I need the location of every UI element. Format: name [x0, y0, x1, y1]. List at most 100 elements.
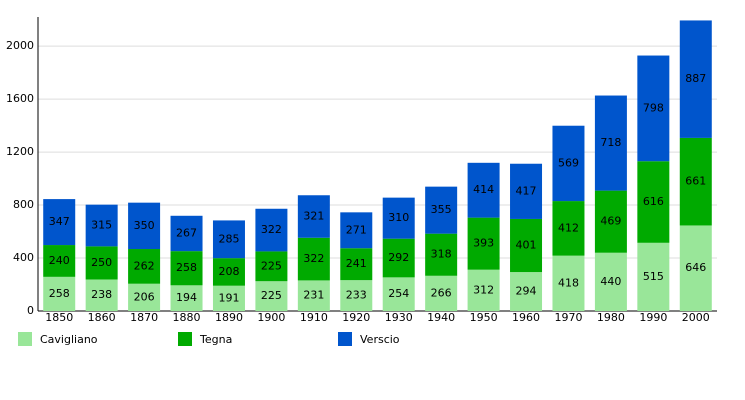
- value-label: 321: [303, 210, 324, 223]
- bar-segment: [297, 280, 330, 311]
- value-label: 887: [685, 72, 706, 85]
- bar-segment: [552, 125, 585, 202]
- value-label: 206: [134, 290, 155, 303]
- bar-segment: [594, 190, 627, 253]
- legend-label: Verscio: [360, 333, 400, 346]
- bar-segment: [552, 255, 585, 311]
- y-tick-label: 800: [13, 198, 34, 211]
- bar-segment: [510, 163, 543, 219]
- value-label: 310: [388, 211, 409, 224]
- bar-segment: [340, 280, 373, 311]
- x-tick-label: 1910: [300, 311, 328, 324]
- bar-segment: [85, 279, 118, 311]
- y-tick-label: 1600: [6, 92, 34, 105]
- bar-segment: [425, 186, 458, 234]
- value-label: 412: [558, 221, 579, 234]
- x-tick-label: 1970: [554, 311, 582, 324]
- bar-segment: [212, 258, 245, 286]
- value-label: 250: [91, 256, 112, 269]
- value-label: 350: [134, 219, 155, 232]
- bar-segment: [679, 20, 712, 138]
- value-label: 191: [218, 291, 239, 304]
- x-tick-label: 1960: [512, 311, 540, 324]
- value-label: 661: [685, 175, 706, 188]
- value-label: 616: [643, 195, 664, 208]
- bar-segment: [637, 242, 670, 311]
- bar-segment: [128, 249, 161, 284]
- value-label: 254: [388, 287, 409, 300]
- x-tick-label: 1950: [470, 311, 498, 324]
- x-tick-label: 1900: [257, 311, 285, 324]
- value-label: 401: [516, 239, 537, 252]
- bar-segment: [255, 251, 288, 282]
- value-label: 312: [473, 283, 494, 296]
- value-label: 258: [49, 287, 70, 300]
- value-label: 318: [431, 248, 452, 261]
- bar-segment: [43, 276, 76, 311]
- legend-label: Cavigliano: [40, 333, 98, 346]
- y-tick-label: 1200: [6, 145, 34, 158]
- legend-label: Tegna: [199, 333, 232, 346]
- value-label: 271: [346, 223, 367, 236]
- x-tick-label: 1890: [215, 311, 243, 324]
- x-tick-label: 1930: [385, 311, 413, 324]
- bar-segment: [297, 237, 330, 281]
- legend-swatch: [18, 332, 32, 346]
- x-tick-label: 2000: [682, 311, 710, 324]
- bar-segment: [85, 204, 118, 247]
- bar-segment: [510, 218, 543, 273]
- value-label: 418: [558, 276, 579, 289]
- bar-segment: [340, 248, 373, 281]
- bar-segment: [212, 285, 245, 311]
- bar-segment: [170, 215, 203, 252]
- bar-segment: [425, 275, 458, 311]
- bar-segment: [510, 272, 543, 311]
- value-label: 238: [91, 288, 112, 301]
- value-label: 569: [558, 156, 579, 169]
- value-label: 315: [91, 219, 112, 232]
- bar-segment: [255, 281, 288, 311]
- value-label: 258: [176, 261, 197, 274]
- value-label: 515: [643, 270, 664, 283]
- bar-segment: [594, 95, 627, 191]
- value-label: 231: [303, 289, 324, 302]
- bar-segment: [170, 251, 203, 286]
- bar-segment: [637, 55, 670, 162]
- value-label: 233: [346, 289, 367, 302]
- x-tick-label: 1860: [88, 311, 116, 324]
- x-tick-label: 1920: [342, 311, 370, 324]
- bar-segment: [170, 285, 203, 311]
- x-tick-label: 1870: [130, 311, 158, 324]
- y-tick-label: 400: [13, 251, 34, 264]
- value-label: 347: [49, 215, 70, 228]
- legend-swatch: [178, 332, 192, 346]
- bar-segment: [552, 201, 585, 256]
- value-label: 469: [600, 215, 621, 228]
- bar-segment: [425, 233, 458, 276]
- bar-segment: [43, 245, 76, 277]
- value-label: 266: [431, 286, 452, 299]
- bar-segment: [679, 137, 712, 226]
- bar-segment: [212, 220, 245, 259]
- bar-segment: [382, 277, 415, 311]
- bar-segment: [255, 208, 288, 252]
- value-label: 322: [303, 252, 324, 265]
- y-tick-label: 0: [27, 304, 34, 317]
- bar-segment: [382, 197, 415, 239]
- x-tick-label: 1980: [597, 311, 625, 324]
- bar-segment: [85, 246, 118, 280]
- value-label: 241: [346, 257, 367, 270]
- value-label: 718: [600, 136, 621, 149]
- value-label: 393: [473, 237, 494, 250]
- legend-swatch: [338, 332, 352, 346]
- x-tick-label: 1880: [173, 311, 201, 324]
- bar-segment: [128, 202, 161, 250]
- x-tick-label: 1850: [45, 311, 73, 324]
- bar-segment: [297, 195, 330, 238]
- value-label: 322: [261, 223, 282, 236]
- value-label: 267: [176, 226, 197, 239]
- value-label: 798: [643, 101, 664, 114]
- value-label: 646: [685, 261, 706, 274]
- value-label: 225: [261, 289, 282, 302]
